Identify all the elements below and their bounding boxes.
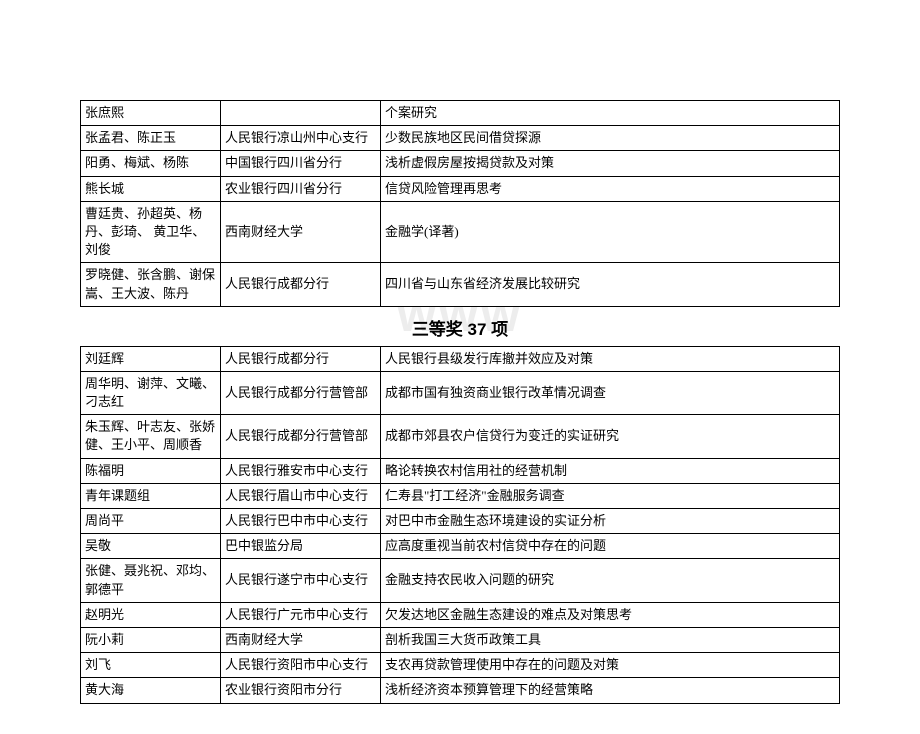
table-cell: 人民银行资阳市中心支行 [221, 653, 381, 678]
table-row: 罗晓健、张含鹏、谢保嵩、王大波、陈丹人民银行成都分行四川省与山东省经济发展比较研… [81, 263, 840, 306]
table-cell: 周尚平 [81, 509, 221, 534]
table-cell: 朱玉辉、叶志友、张娇健、王小平、周顺香 [81, 415, 221, 458]
table-cell: 欠发达地区金融生态建设的难点及对策思考 [381, 602, 840, 627]
table-row: 朱玉辉、叶志友、张娇健、王小平、周顺香人民银行成都分行营管部成都市郊县农户信贷行… [81, 415, 840, 458]
table-row: 吴敬巴中银监分局应高度重视当前农村信贷中存在的问题 [81, 534, 840, 559]
table-row: 青年课题组人民银行眉山市中心支行仁寿县"打工经济"金融服务调查 [81, 483, 840, 508]
table-cell: 四川省与山东省经济发展比较研究 [381, 263, 840, 306]
table-cell: 农业银行资阳市分行 [221, 678, 381, 703]
table-cell: 仁寿县"打工经济"金融服务调查 [381, 483, 840, 508]
table-cell: 支农再贷款管理使用中存在的问题及对策 [381, 653, 840, 678]
table-row: 黄大海农业银行资阳市分行浅析经济资本预算管理下的经营策略 [81, 678, 840, 703]
table-cell: 刘飞 [81, 653, 221, 678]
table-cell: 人民银行眉山市中心支行 [221, 483, 381, 508]
table-row: 刘廷辉人民银行成都分行人民银行县级发行库撤并效应及对策 [81, 346, 840, 371]
table-cell: 赵明光 [81, 602, 221, 627]
table-cell: 浅析虚假房屋按揭贷款及对策 [381, 151, 840, 176]
table-cell: 信贷风险管理再思考 [381, 176, 840, 201]
table-cell: 成都市郊县农户信贷行为变迁的实证研究 [381, 415, 840, 458]
table-cell: 刘廷辉 [81, 346, 221, 371]
table-cell: 人民银行广元市中心支行 [221, 602, 381, 627]
table-row: 刘飞人民银行资阳市中心支行支农再贷款管理使用中存在的问题及对策 [81, 653, 840, 678]
table-cell: 周华明、谢萍、文曦、刁志红 [81, 371, 221, 414]
table-cell [221, 101, 381, 126]
table-cell: 成都市国有独资商业银行改革情况调查 [381, 371, 840, 414]
table-row: 熊长城农业银行四川省分行信贷风险管理再思考 [81, 176, 840, 201]
table-row: 曹廷贵、孙超英、杨丹、彭琦、 黄卫华、 刘俊西南财经大学金融学(译著) [81, 201, 840, 263]
table-row: 阳勇、梅斌、杨陈中国银行四川省分行浅析虚假房屋按揭贷款及对策 [81, 151, 840, 176]
table-cell: 人民银行遂宁市中心支行 [221, 559, 381, 602]
table-row: 张孟君、陈正玉人民银行凉山州中心支行少数民族地区民间借贷探源 [81, 126, 840, 151]
table-row: 周华明、谢萍、文曦、刁志红人民银行成都分行营管部成都市国有独资商业银行改革情况调… [81, 371, 840, 414]
table-cell: 金融支持农民收入问题的研究 [381, 559, 840, 602]
table-cell: 个案研究 [381, 101, 840, 126]
table-cell: 张孟君、陈正玉 [81, 126, 221, 151]
table-cell: 吴敬 [81, 534, 221, 559]
table-cell: 人民银行成都分行 [221, 346, 381, 371]
table-cell: 剖析我国三大货币政策工具 [381, 627, 840, 652]
top-table: 张庶熙个案研究张孟君、陈正玉人民银行凉山州中心支行少数民族地区民间借贷探源阳勇、… [80, 100, 840, 307]
table-cell: 巴中银监分局 [221, 534, 381, 559]
table-cell: 略论转换农村信用社的经营机制 [381, 458, 840, 483]
table-cell: 人民银行成都分行营管部 [221, 415, 381, 458]
table-cell: 人民银行成都分行营管部 [221, 371, 381, 414]
table-row: 张庶熙 个案研究 [81, 101, 840, 126]
bottom-table: 刘廷辉人民银行成都分行人民银行县级发行库撤并效应及对策周华明、谢萍、文曦、刁志红… [80, 346, 840, 704]
table-cell: 陈福明 [81, 458, 221, 483]
table-cell: 人民银行县级发行库撤并效应及对策 [381, 346, 840, 371]
table-cell: 阳勇、梅斌、杨陈 [81, 151, 221, 176]
table-cell: 农业银行四川省分行 [221, 176, 381, 201]
table-cell: 人民银行巴中市中心支行 [221, 509, 381, 534]
table-cell: 人民银行成都分行 [221, 263, 381, 306]
table-cell: 金融学(译著) [381, 201, 840, 263]
table-cell: 张庶熙 [81, 101, 221, 126]
table-cell: 少数民族地区民间借贷探源 [381, 126, 840, 151]
table-row: 周尚平人民银行巴中市中心支行对巴中市金融生态环境建设的实证分析 [81, 509, 840, 534]
section-title: 三等奖 37 项 [80, 315, 840, 340]
table-cell: 黄大海 [81, 678, 221, 703]
table-cell: 西南财经大学 [221, 201, 381, 263]
table-cell: 人民银行凉山州中心支行 [221, 126, 381, 151]
table-cell: 中国银行四川省分行 [221, 151, 381, 176]
table-cell: 西南财经大学 [221, 627, 381, 652]
table-cell: 人民银行雅安市中心支行 [221, 458, 381, 483]
table-cell: 应高度重视当前农村信贷中存在的问题 [381, 534, 840, 559]
table-cell: 青年课题组 [81, 483, 221, 508]
table-row: 阮小莉西南财经大学剖析我国三大货币政策工具 [81, 627, 840, 652]
table-cell: 阮小莉 [81, 627, 221, 652]
table-cell: 罗晓健、张含鹏、谢保嵩、王大波、陈丹 [81, 263, 221, 306]
table-cell: 浅析经济资本预算管理下的经营策略 [381, 678, 840, 703]
table-cell: 张健、聂兆祝、邓均、郭德平 [81, 559, 221, 602]
table-row: 陈福明人民银行雅安市中心支行略论转换农村信用社的经营机制 [81, 458, 840, 483]
page-content: 张庶熙个案研究张孟君、陈正玉人民银行凉山州中心支行少数民族地区民间借贷探源阳勇、… [0, 0, 920, 734]
table-row: 张健、聂兆祝、邓均、郭德平人民银行遂宁市中心支行金融支持农民收入问题的研究 [81, 559, 840, 602]
table-cell: 曹廷贵、孙超英、杨丹、彭琦、 黄卫华、 刘俊 [81, 201, 221, 263]
table-cell: 对巴中市金融生态环境建设的实证分析 [381, 509, 840, 534]
table-row: 赵明光人民银行广元市中心支行欠发达地区金融生态建设的难点及对策思考 [81, 602, 840, 627]
table-cell: 熊长城 [81, 176, 221, 201]
